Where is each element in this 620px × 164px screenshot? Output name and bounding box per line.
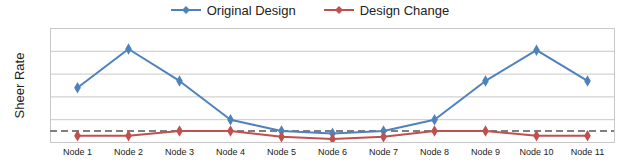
svg-text:Node 2: Node 2 xyxy=(114,147,143,157)
svg-text:Node 1: Node 1 xyxy=(63,147,92,157)
svg-text:Node 3: Node 3 xyxy=(165,147,194,157)
html-text:Design Change: Design Change xyxy=(359,2,450,18)
html-text:Original Design: Original Design xyxy=(206,2,296,18)
svg-text:Node 11: Node 11 xyxy=(571,147,604,157)
svg-text:Node 10: Node 10 xyxy=(519,147,553,157)
svg-text:Node 9: Node 9 xyxy=(471,147,500,157)
svg-text:Node 6: Node 6 xyxy=(318,147,347,157)
svg-text:Node 4: Node 4 xyxy=(216,147,245,157)
svg-text:Node 5: Node 5 xyxy=(267,147,296,157)
svg-text:Node 8: Node 8 xyxy=(420,147,449,157)
svg-text:Sheer Rate: Sheer Rate xyxy=(12,53,27,119)
svg-text:Node 7: Node 7 xyxy=(369,147,398,157)
